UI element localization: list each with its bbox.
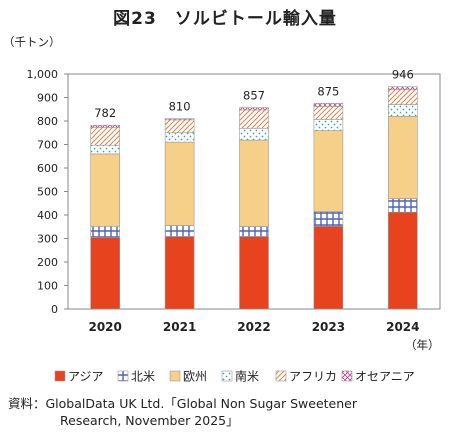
source-line-1: 資料：GlobalData UK Ltd.「Global Non Sugar S… xyxy=(8,396,357,411)
y-tick-label: 400 xyxy=(37,209,58,222)
source-note: 資料：GlobalData UK Ltd.「Global Non Sugar S… xyxy=(8,395,444,429)
y-tick-label: 500 xyxy=(37,186,58,199)
bar-segment-2022-3 xyxy=(239,127,269,141)
bar-segment-2021-5 xyxy=(164,118,195,121)
total-label: 946 xyxy=(392,68,414,82)
bar-segment-2022-2 xyxy=(239,139,269,227)
bar-segment-2021-1 xyxy=(164,225,195,237)
bar-segment-2024-3 xyxy=(387,104,418,117)
bar-segment-2023-4 xyxy=(313,106,344,120)
x-axis-unit-label: （年） xyxy=(405,338,440,352)
x-tick-label: 2024 xyxy=(386,320,419,334)
bar-segment-2022-4 xyxy=(239,109,269,129)
total-label: 782 xyxy=(94,106,116,120)
y-tick-label: 700 xyxy=(37,139,58,152)
bar-segment-2020-2 xyxy=(90,153,120,227)
total-label: 875 xyxy=(317,84,339,98)
bar-segment-2024-5 xyxy=(387,86,418,91)
bar-segment-2022-0 xyxy=(239,236,269,310)
legend-swatch xyxy=(221,370,233,382)
y-axis-unit-label: （千トン） xyxy=(3,35,61,49)
y-tick-label: 800 xyxy=(37,115,58,128)
total-label: 857 xyxy=(243,89,265,103)
legend-label: 欧州 xyxy=(183,370,207,384)
legend-swatch xyxy=(275,370,287,382)
bar-segment-2023-0 xyxy=(313,225,344,310)
y-tick-label: 900 xyxy=(37,92,58,105)
y-tick-label: 100 xyxy=(37,280,58,293)
stacked-bar-chart: （千トン） （年） 0 100 200 300 400 500 600 700 800 900 1,… xyxy=(3,35,441,384)
bar-segment-2022-5 xyxy=(239,107,269,111)
legend-label: アジア xyxy=(68,370,104,384)
legend-label: アフリカ xyxy=(289,370,337,384)
y-tick-label: 200 xyxy=(37,256,58,269)
bar-segment-2021-3 xyxy=(164,132,195,143)
bar-segment-2024-4 xyxy=(387,89,418,105)
bar-segment-2020-4 xyxy=(90,127,120,146)
y-tick-label: 1,000 xyxy=(27,68,59,81)
bar-segment-2020-1 xyxy=(90,225,120,238)
bar-segment-2023-5 xyxy=(313,103,344,107)
bar-segment-2023-3 xyxy=(313,119,344,131)
y-tick-label: 300 xyxy=(37,233,58,246)
bar-segment-2022-1 xyxy=(239,226,269,237)
bar-segment-2023-2 xyxy=(313,130,344,213)
bar-segment-2021-4 xyxy=(164,119,195,134)
legend-label: 北米 xyxy=(131,370,155,384)
x-tick-label: 2020 xyxy=(88,320,121,334)
x-tick-label: 2022 xyxy=(237,320,270,334)
legend-swatch xyxy=(117,370,129,382)
bar-segment-2021-0 xyxy=(164,236,195,310)
bar-segment-2024-2 xyxy=(387,116,418,199)
x-tick-label: 2023 xyxy=(312,320,345,334)
legend-swatch xyxy=(341,370,353,382)
y-tick-label: 0 xyxy=(51,303,58,316)
legend-label: オセアニア xyxy=(355,370,415,384)
y-tick-label: 600 xyxy=(37,162,58,175)
legend-label: 南米 xyxy=(235,369,259,384)
bar-segment-2024-1 xyxy=(387,198,418,213)
bar-segment-2020-3 xyxy=(90,144,120,155)
total-label: 810 xyxy=(169,100,191,114)
bar-segment-2021-2 xyxy=(164,141,195,226)
legend-swatch xyxy=(54,370,66,382)
bar-segment-2023-1 xyxy=(313,211,344,227)
legend-swatch xyxy=(169,370,181,382)
source-line-2: Research, November 2025」 xyxy=(60,413,239,428)
chart-title: 図23 ソルビトール輸入量 xyxy=(113,9,337,29)
bar-segment-2020-0 xyxy=(90,237,120,310)
bar-segment-2024-0 xyxy=(387,211,418,310)
x-tick-label: 2021 xyxy=(163,320,196,334)
bar-segment-2020-5 xyxy=(90,124,120,128)
